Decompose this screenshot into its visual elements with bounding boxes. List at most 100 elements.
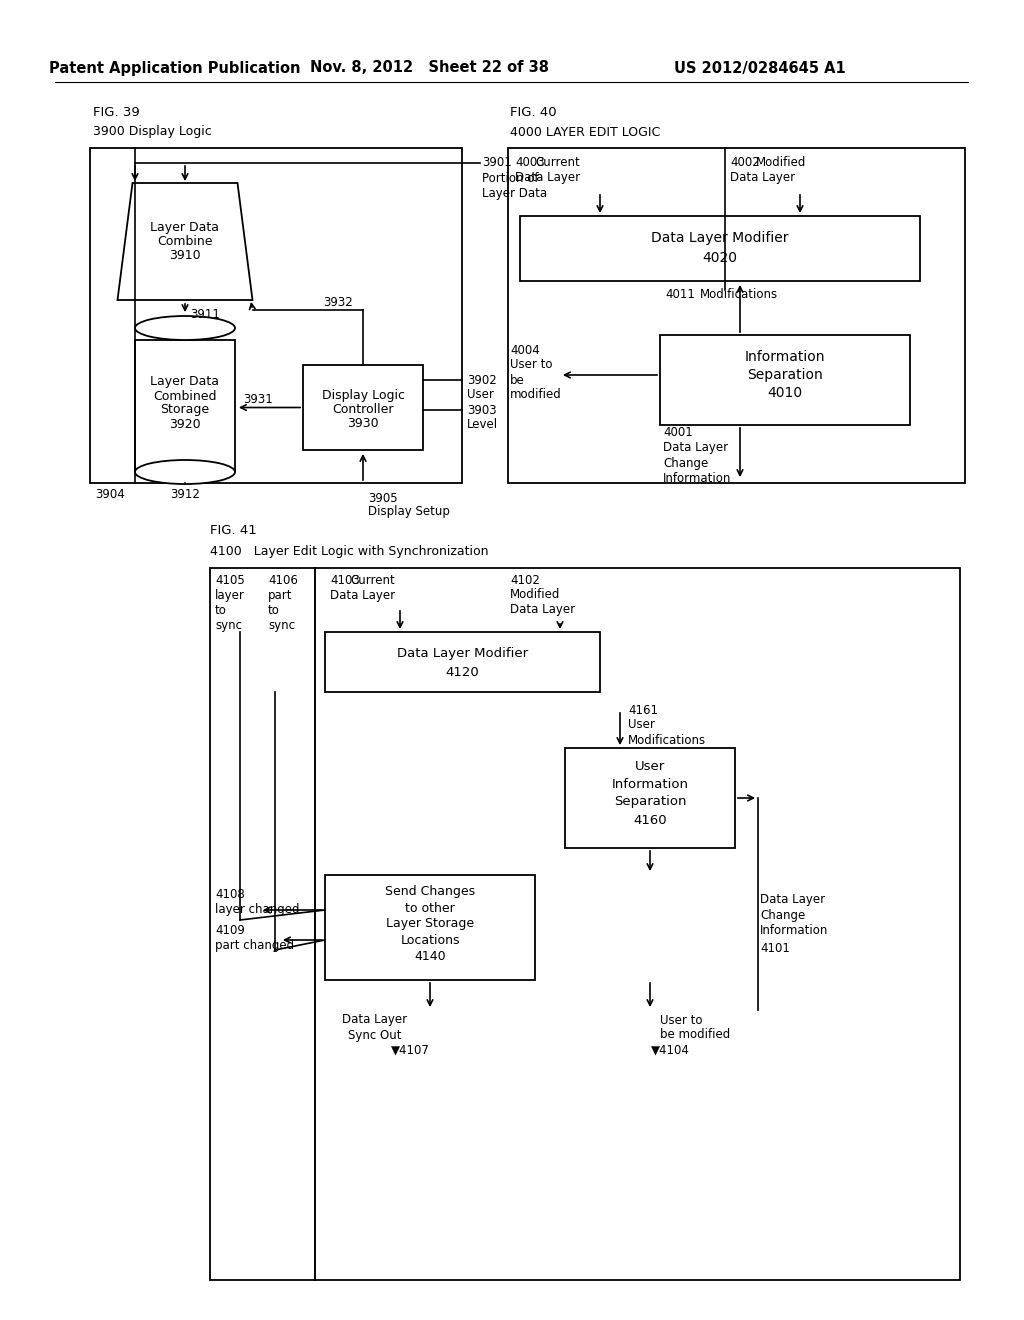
Bar [90, 148, 462, 483]
Text: FIG. 40: FIG. 40 [510, 106, 557, 119]
Text: part: part [268, 589, 293, 602]
Text: 4011: 4011 [665, 288, 695, 301]
Text: 4100   Layer Edit Logic with Synchronization: 4100 Layer Edit Logic with Synchronizati… [210, 545, 488, 558]
Text: to other: to other [406, 902, 455, 915]
Bar [303, 366, 423, 450]
Text: 4105: 4105 [215, 573, 245, 586]
Text: Modifications: Modifications [700, 288, 778, 301]
Text: 4160: 4160 [633, 813, 667, 826]
Text: Modifications: Modifications [628, 734, 707, 747]
Text: User: User [628, 718, 655, 731]
Polygon shape [118, 183, 253, 300]
Text: 3900 Display Logic: 3900 Display Logic [93, 125, 212, 139]
Text: 4102: 4102 [510, 573, 540, 586]
Text: 4004: 4004 [510, 343, 540, 356]
Text: US 2012/0284645 A1: US 2012/0284645 A1 [674, 61, 846, 75]
Text: 3905: 3905 [368, 491, 397, 504]
Text: Information: Information [760, 924, 828, 936]
Text: Send Changes: Send Changes [385, 886, 475, 899]
Text: 3904: 3904 [95, 488, 125, 502]
Text: Modified: Modified [756, 157, 806, 169]
Text: Nov. 8, 2012   Sheet 22 of 38: Nov. 8, 2012 Sheet 22 of 38 [310, 61, 550, 75]
Text: 3930: 3930 [347, 417, 379, 430]
Text: Patent Application Publication: Patent Application Publication [49, 61, 301, 75]
Text: 4140: 4140 [414, 950, 445, 964]
Text: Data Layer: Data Layer [730, 172, 795, 185]
Text: 4109: 4109 [215, 924, 245, 936]
Text: Storage: Storage [161, 404, 210, 417]
Text: 3901: 3901 [482, 157, 512, 169]
Text: User to: User to [660, 1014, 702, 1027]
Text: 4161: 4161 [628, 704, 658, 717]
Text: User to: User to [510, 359, 553, 371]
Text: ▼4104: ▼4104 [650, 1044, 689, 1056]
Text: 4101: 4101 [760, 941, 790, 954]
Bar [210, 568, 961, 1280]
Text: Combine: Combine [158, 235, 213, 248]
Text: be: be [510, 374, 524, 387]
Text: FIG. 39: FIG. 39 [93, 106, 139, 119]
Text: Data Layer Modifier: Data Layer Modifier [397, 648, 528, 660]
Text: layer changed: layer changed [215, 903, 299, 916]
Text: Locations: Locations [400, 933, 460, 946]
Text: 3932: 3932 [323, 297, 352, 309]
Text: Information: Information [744, 350, 825, 364]
Ellipse shape [135, 459, 234, 484]
Text: FIG. 41: FIG. 41 [210, 524, 257, 536]
Text: Current: Current [535, 157, 580, 169]
Text: sync: sync [215, 619, 242, 631]
Text: Separation: Separation [613, 796, 686, 808]
Text: 4103: 4103 [330, 573, 359, 586]
Text: 3903: 3903 [467, 404, 497, 417]
Text: to: to [268, 603, 280, 616]
Bar [135, 341, 234, 473]
Text: Data Layer: Data Layer [330, 589, 395, 602]
Text: 4120: 4120 [445, 665, 479, 678]
Text: 3911: 3911 [190, 308, 220, 321]
Text: Current: Current [350, 573, 394, 586]
Text: 3910: 3910 [169, 249, 201, 261]
Ellipse shape [135, 315, 234, 341]
Text: 3912: 3912 [170, 488, 200, 502]
Text: 4020: 4020 [702, 251, 737, 265]
Text: Display Logic: Display Logic [322, 389, 404, 403]
Text: Sync Out: Sync Out [348, 1028, 401, 1041]
Text: 3920: 3920 [169, 417, 201, 430]
Text: ▼4107: ▼4107 [390, 1044, 429, 1056]
Bar [508, 148, 965, 483]
Bar [520, 216, 920, 281]
Text: User: User [467, 388, 494, 400]
Text: 4000 LAYER EDIT LOGIC: 4000 LAYER EDIT LOGIC [510, 125, 660, 139]
Text: Layer Data: Layer Data [151, 375, 219, 388]
Text: User: User [635, 759, 666, 772]
Text: Separation: Separation [748, 368, 823, 381]
Text: 4003: 4003 [515, 157, 545, 169]
Text: Information: Information [663, 471, 731, 484]
Text: Portion of: Portion of [482, 172, 539, 185]
Text: Layer Data: Layer Data [151, 220, 219, 234]
Text: sync: sync [268, 619, 295, 631]
Bar [325, 875, 535, 979]
Text: Display Setup: Display Setup [368, 506, 450, 519]
Text: Data Layer: Data Layer [760, 894, 825, 907]
Text: Layer Storage: Layer Storage [386, 917, 474, 931]
Text: Layer Data: Layer Data [482, 186, 547, 199]
Text: layer: layer [215, 589, 245, 602]
Bar [660, 335, 910, 425]
Bar [565, 748, 735, 847]
Text: Data Layer: Data Layer [342, 1014, 408, 1027]
Text: Data Layer: Data Layer [663, 441, 728, 454]
Text: be modified: be modified [660, 1028, 730, 1041]
Text: 4001: 4001 [663, 426, 693, 440]
Text: Data Layer Modifier: Data Layer Modifier [651, 231, 788, 246]
Text: Controller: Controller [332, 403, 394, 416]
Text: 4010: 4010 [767, 385, 803, 400]
Text: 4002: 4002 [730, 157, 760, 169]
Bar [325, 632, 600, 692]
Text: Change: Change [760, 908, 805, 921]
Text: 4108: 4108 [215, 888, 245, 902]
Text: 3931: 3931 [243, 393, 272, 407]
Text: Change: Change [663, 457, 709, 470]
Text: Data Layer: Data Layer [510, 603, 575, 616]
Text: Data Layer: Data Layer [515, 172, 581, 185]
